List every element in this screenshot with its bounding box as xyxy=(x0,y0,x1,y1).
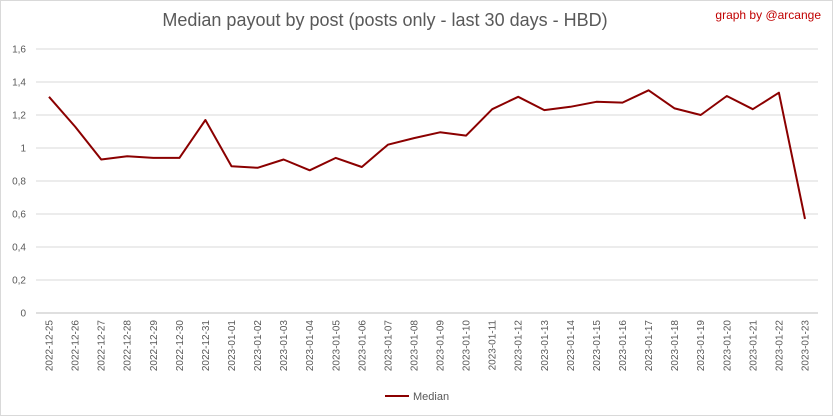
data-point xyxy=(490,107,495,112)
data-point xyxy=(620,100,625,105)
data-point xyxy=(568,104,573,109)
x-tick-label: 2023-01-18 xyxy=(670,320,681,372)
y-tick-label: 0,4 xyxy=(12,243,26,254)
x-tick-label: 2023-01-15 xyxy=(592,320,603,372)
x-tick-label: 2023-01-08 xyxy=(409,320,420,372)
x-tick-label: 2023-01-09 xyxy=(436,320,447,372)
y-tick-label: 0,6 xyxy=(12,210,26,221)
data-point xyxy=(464,133,469,138)
y-tick-label: 1,4 xyxy=(12,78,26,89)
x-tick-label: 2023-01-14 xyxy=(566,320,577,372)
x-tick-label: 2023-01-13 xyxy=(540,320,551,372)
data-point xyxy=(229,164,234,169)
x-tick-label: 2022-12-28 xyxy=(123,320,134,372)
data-point xyxy=(385,142,390,147)
x-tick-label: 2023-01-12 xyxy=(514,320,525,372)
y-tick-label: 1,2 xyxy=(12,111,26,122)
data-point xyxy=(281,157,286,162)
x-tick-label: 2023-01-07 xyxy=(383,320,394,372)
x-tick-label: 2023-01-02 xyxy=(253,320,264,372)
legend: Median xyxy=(385,391,449,403)
grid-lines xyxy=(36,48,818,314)
y-tick-label: 1 xyxy=(20,144,26,155)
graph-credit: graph by @arcange xyxy=(715,8,821,22)
x-tick-label: 2023-01-11 xyxy=(488,320,499,371)
x-tick-label: 2023-01-04 xyxy=(305,320,316,372)
x-tick-label: 2023-01-06 xyxy=(357,320,368,372)
data-point xyxy=(594,99,599,104)
data-point xyxy=(516,94,521,99)
legend-label: Median xyxy=(413,391,449,403)
x-tick-label: 2023-01-05 xyxy=(331,320,342,372)
data-point xyxy=(724,94,729,99)
data-point xyxy=(125,154,130,159)
chart-title: Median payout by post (posts only - last… xyxy=(162,10,608,30)
y-tick-label: 1,6 xyxy=(12,45,26,56)
x-tick-label: 2023-01-16 xyxy=(618,320,629,372)
series-layer xyxy=(47,88,807,221)
y-axis-tick-labels: 0 0,2 0,4 0,6 0,8 1 1,2 1,4 1,6 xyxy=(12,45,26,320)
data-point xyxy=(411,136,416,141)
y-tick-label: 0,8 xyxy=(12,177,26,188)
data-point xyxy=(750,107,755,112)
data-point xyxy=(802,216,807,221)
x-tick-label: 2023-01-19 xyxy=(696,320,707,372)
x-tick-label: 2023-01-17 xyxy=(644,320,655,372)
data-point xyxy=(255,165,260,170)
series-line-median xyxy=(48,89,806,220)
x-tick-label: 2023-01-20 xyxy=(722,320,733,372)
x-tick-label: 2023-01-21 xyxy=(748,320,759,372)
data-point xyxy=(542,108,547,113)
data-point xyxy=(177,155,182,160)
data-point xyxy=(203,117,208,122)
data-point xyxy=(47,94,52,99)
x-tick-label: 2022-12-26 xyxy=(71,320,82,372)
x-tick-label: 2023-01-23 xyxy=(800,320,811,372)
data-point xyxy=(99,157,104,162)
x-tick-label: 2023-01-03 xyxy=(279,320,290,372)
x-tick-label: 2023-01-22 xyxy=(774,320,785,372)
y-tick-label: 0,2 xyxy=(12,276,26,287)
x-tick-label: 2023-01-10 xyxy=(462,320,473,372)
x-tick-label: 2022-12-29 xyxy=(149,320,160,372)
data-point xyxy=(438,130,443,135)
x-tick-label: 2022-12-27 xyxy=(97,320,108,372)
x-tick-label: 2022-12-31 xyxy=(201,320,212,372)
data-point xyxy=(776,90,781,95)
x-axis-tick-labels: 2022-12-25 2022-12-26 2022-12-27 2022-12-28… xyxy=(45,320,812,372)
data-point xyxy=(359,164,364,169)
data-point xyxy=(307,168,312,173)
data-point xyxy=(151,155,156,160)
x-tick-label: 2023-01-01 xyxy=(227,320,238,372)
data-point xyxy=(646,88,651,93)
data-point xyxy=(698,113,703,118)
x-tick-label: 2022-12-30 xyxy=(175,320,186,372)
y-tick-label: 0 xyxy=(20,309,26,320)
data-point xyxy=(333,155,338,160)
data-point xyxy=(73,124,78,129)
x-tick-label: 2022-12-25 xyxy=(45,320,56,372)
data-point xyxy=(672,106,677,111)
